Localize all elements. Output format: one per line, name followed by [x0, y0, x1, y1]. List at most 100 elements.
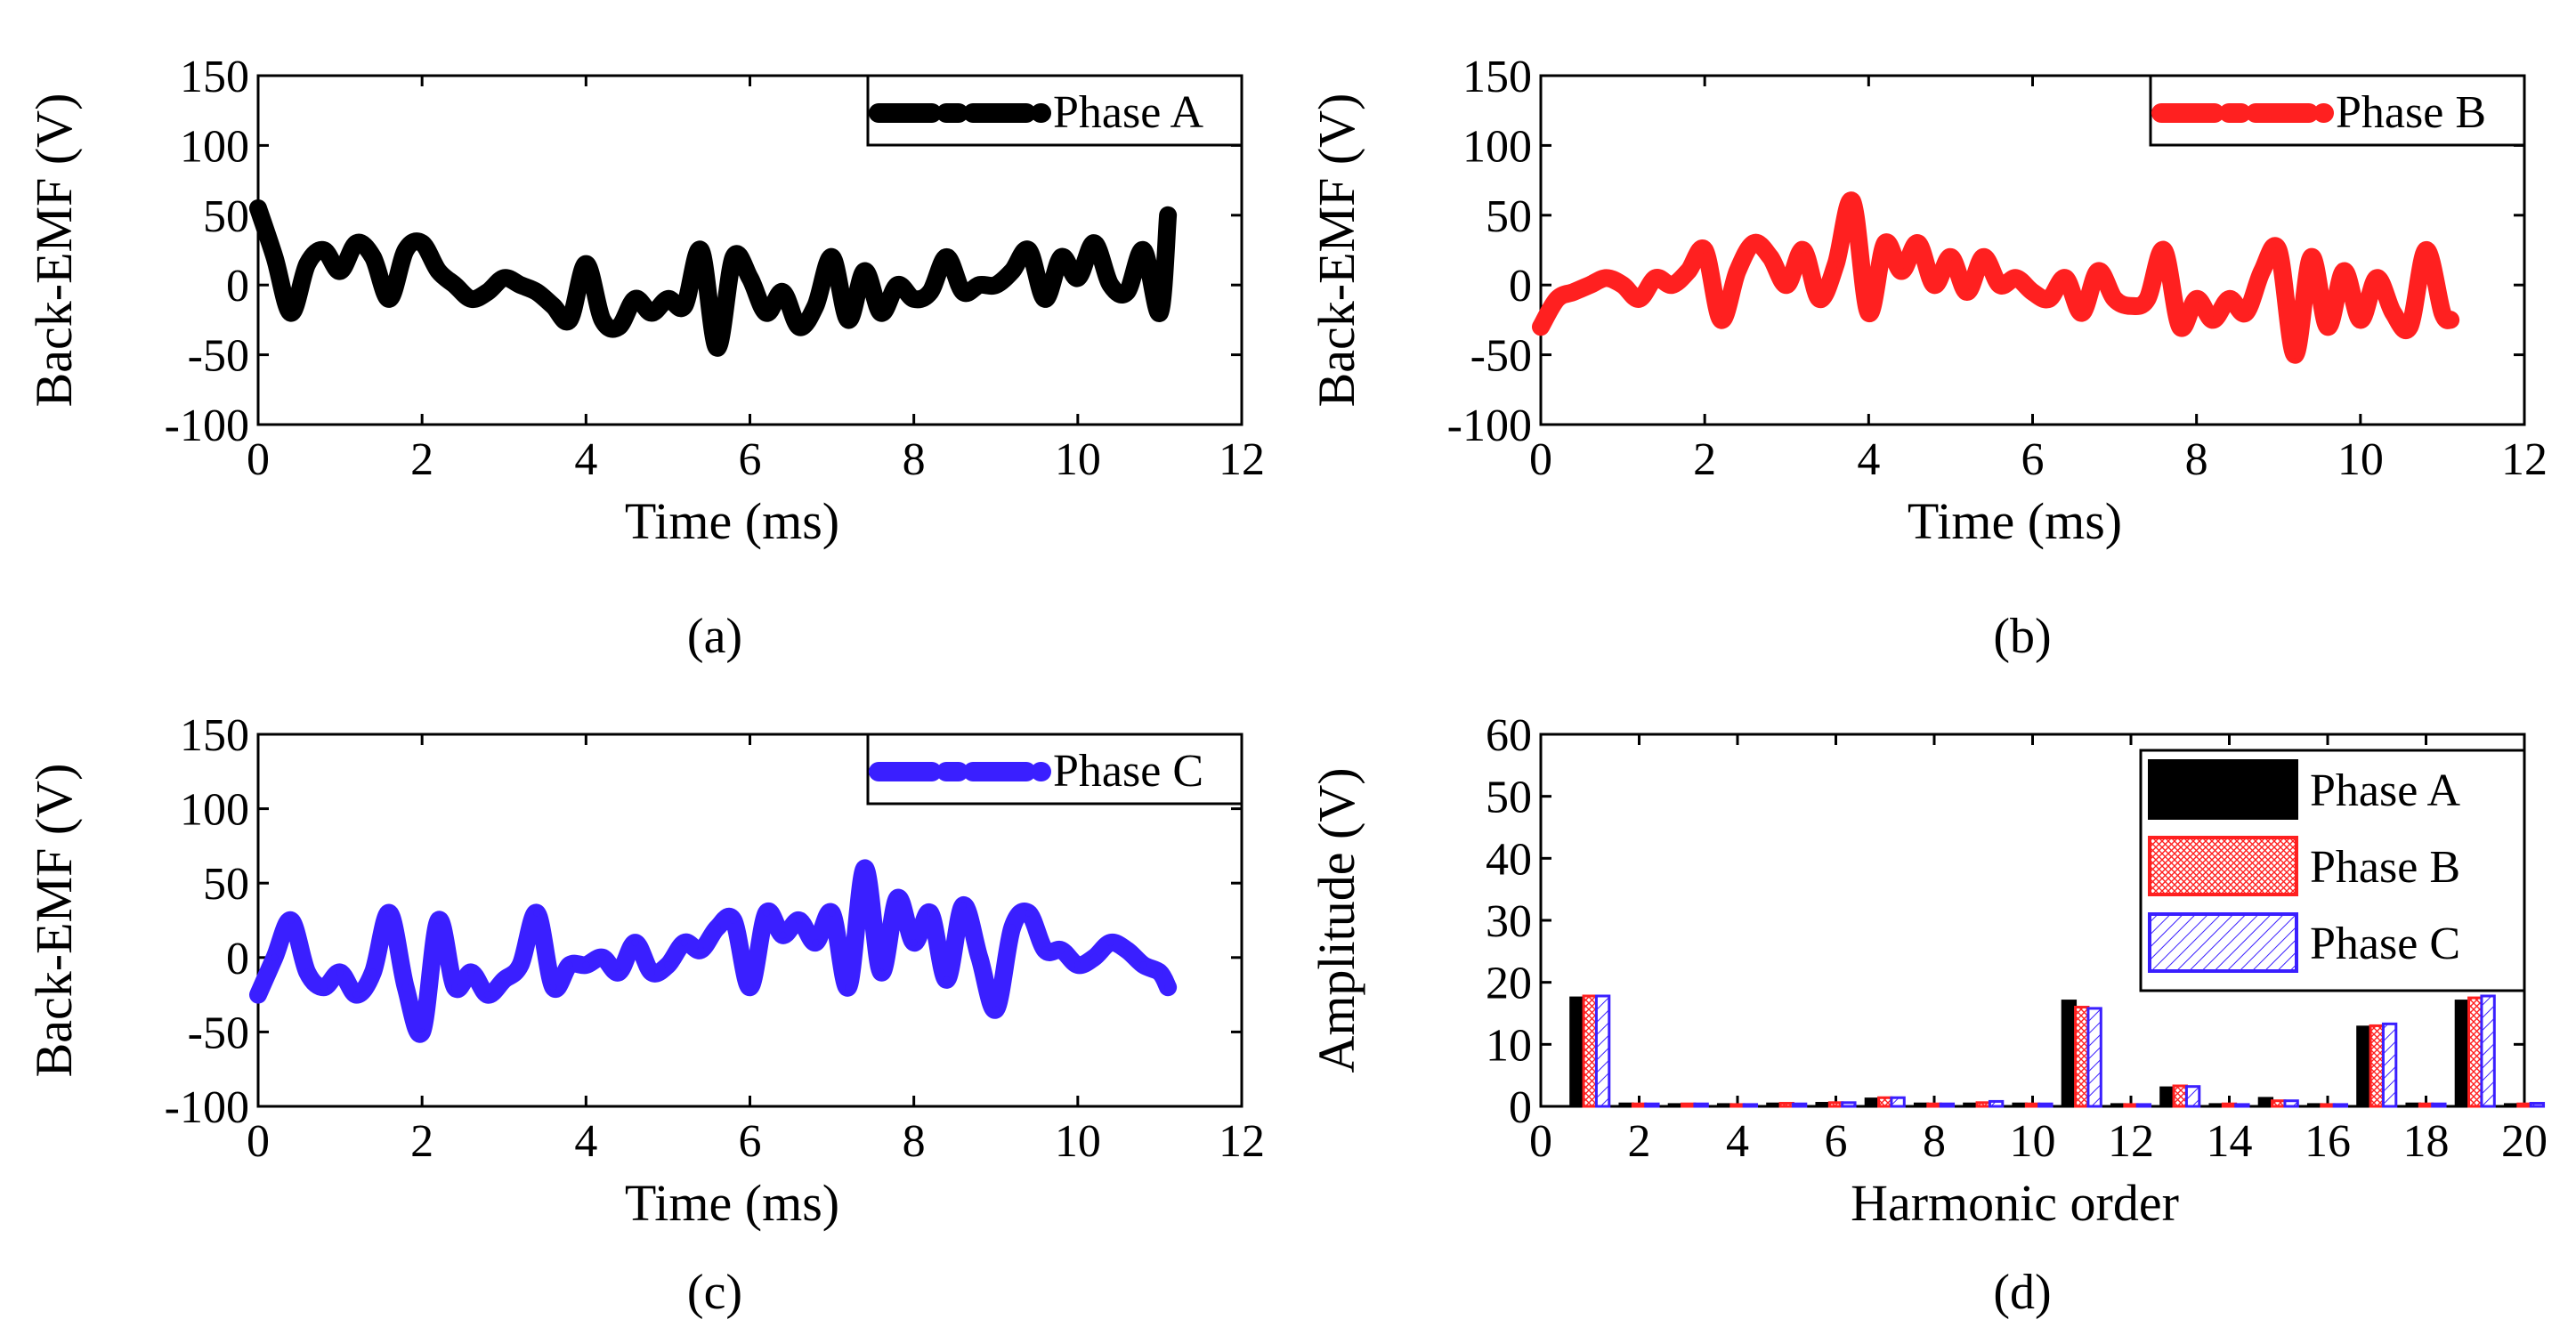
- panel-a-data-point: [959, 288, 967, 296]
- panel-d-legend-label: Phase B: [2310, 842, 2460, 893]
- panel-a-data-point: [680, 302, 688, 310]
- panel-a-data-point: [582, 260, 590, 268]
- panel-d: 0 2 4 6 8 10 12 14 16 18 20 0 10 20 30 40 50 60 Harmonic o…: [1308, 710, 2548, 1320]
- panel-a-data-point: [1164, 211, 1172, 219]
- panel-d-xtick-label: 6: [1825, 1116, 1848, 1167]
- panel-d-legend-label: Phase A: [2310, 765, 2460, 816]
- panel-c-data-point: [1073, 961, 1081, 969]
- panel-c-data-point: [631, 939, 639, 947]
- panel-a-data-point: [1155, 309, 1163, 317]
- panel-a-data-point: [1057, 253, 1065, 261]
- panel-b-data-point: [2340, 267, 2348, 275]
- panel-a-data-point: [828, 253, 836, 261]
- panel-a-ytick-label: 150: [180, 52, 249, 102]
- panel-d-legend-swatch: [2148, 836, 2298, 896]
- panel-a-data-point: [861, 267, 869, 275]
- panel-d-xtick-label: 12: [2108, 1116, 2154, 1167]
- panel-a-data-point: [894, 281, 902, 289]
- panel-a-data-point: [385, 295, 393, 303]
- panel-a-data-point: [1073, 274, 1081, 282]
- panel-a-data-point: [549, 302, 557, 310]
- panel-d-bar-phase-a: [2454, 1000, 2471, 1108]
- panel-a-data-point: [500, 274, 508, 282]
- panel-d-xtick-label: 8: [1923, 1116, 1946, 1167]
- panel-a-xtick-label: 8: [903, 434, 926, 485]
- panel-a-data-point: [664, 295, 672, 303]
- panel-d-bar-phase-a: [1766, 1102, 1782, 1108]
- panel-c-ytick-label: 150: [180, 710, 249, 761]
- panel-d-bar-phase-b: [2320, 1103, 2336, 1108]
- panel-a-data-point: [451, 281, 458, 289]
- panel-b-data-point: [1635, 295, 1643, 303]
- panel-a-legend-box: [866, 74, 1243, 147]
- panel-a-xtick-label: 2: [410, 434, 433, 485]
- panel-d-bar-phase-c: [1939, 1102, 1956, 1108]
- panel-b-data-point: [2013, 274, 2021, 282]
- panel-d-ylabel: Amplitude (V): [1308, 767, 1365, 1073]
- panel-c-legend-label: Phase C: [1053, 746, 1203, 797]
- panel-b-data-point: [1684, 267, 1692, 275]
- panel-d-bar-phase-b: [1827, 1101, 1844, 1108]
- panel-a-data-point: [648, 309, 655, 317]
- panel-d-bar-phase-a: [1667, 1103, 1684, 1108]
- panel-c-xtick-label: 2: [410, 1116, 433, 1167]
- panel-d-bar-phase-b: [2172, 1084, 2188, 1108]
- panel-d-bar-phase-b: [1877, 1096, 1893, 1108]
- panel-d-legend-swatch: [2148, 759, 2298, 820]
- panel-d-bar-phase-c: [2529, 1102, 2546, 1108]
- panel-b-legend-label: Phase B: [2336, 87, 2486, 138]
- panel-a-data-point: [762, 309, 770, 317]
- panel-b-data-point: [2029, 288, 2037, 296]
- panel-d-caption: (d): [1993, 1265, 2051, 1320]
- panel-a-data-point: [877, 309, 885, 317]
- panel-c-data-point: [615, 968, 623, 976]
- panel-d-bar-phase-c: [2184, 1085, 2201, 1108]
- panel-d-bar-phase-a: [2503, 1103, 2520, 1108]
- panel-b-data-point: [2062, 274, 2070, 282]
- panel-a-ytick-label: 100: [180, 121, 249, 172]
- panel-b-data-point: [1914, 239, 1922, 247]
- panel-c-data-point: [1041, 946, 1049, 954]
- panel-d-bar-phase-c: [2234, 1103, 2250, 1108]
- panel-a-data-point: [467, 295, 475, 303]
- panel-b-ytick-label: 100: [1462, 121, 1532, 172]
- panel-d-bar-phase-c: [2135, 1103, 2152, 1108]
- panel-b-ytick-label: -50: [1470, 331, 1532, 382]
- panel-d-bar-phase-c: [1890, 1096, 1906, 1108]
- panel-a-ylabel: Back-EMF (V): [25, 93, 83, 408]
- panel-c-caption: (c): [687, 1265, 742, 1320]
- panel-d-bar-phase-a: [2405, 1102, 2421, 1108]
- panel-b-data-point: [2241, 309, 2249, 317]
- panel-b-data-point: [2110, 295, 2118, 303]
- panel-b-data-point: [2176, 323, 2184, 331]
- panel-d-bar-phase-c: [2381, 1022, 2398, 1108]
- panel-c-data-point: [1009, 924, 1017, 932]
- panel-c-data-point: [500, 976, 508, 984]
- panel-a-data-point: [369, 253, 377, 261]
- panel-c-data-point: [467, 968, 475, 976]
- panel-d-bar-phase-a: [2356, 1025, 2372, 1108]
- panel-d-bar-phase-b: [2123, 1103, 2139, 1108]
- panel-d-bar-phase-c: [2480, 994, 2496, 1108]
- panel-c-data-point: [648, 968, 655, 976]
- panel-a-xtick-label: 0: [247, 434, 270, 485]
- panel-c-data-point: [1155, 968, 1163, 976]
- panel-d-bar-phase-b: [1681, 1102, 1697, 1108]
- panel-b: 0 2 4 6 8 10 12 -100 -50 0 50 100 150 Time (ms) Back-E…: [1308, 52, 2548, 664]
- panel-c-data-point: [1025, 909, 1033, 917]
- panel-c-xtick-label: 8: [903, 1116, 926, 1167]
- panel-b-data-point: [2291, 351, 2299, 359]
- panel-b-ytick-label: 0: [1509, 261, 1532, 312]
- panel-d-bar-phase-c: [2086, 1007, 2102, 1108]
- panel-d-ytick-label: 20: [1486, 959, 1532, 1009]
- panel-b-xtick-label: 0: [1529, 434, 1552, 485]
- panel-a-data-point: [910, 295, 918, 303]
- panel-d-xlabel: Harmonic order: [1851, 1174, 2179, 1232]
- panel-c-data-point: [697, 946, 705, 954]
- panel-a-data-point: [746, 274, 754, 282]
- panel-d-xtick-label: 20: [2501, 1116, 2548, 1167]
- panel-c-data-point: [959, 902, 967, 910]
- panel-a-data-point: [320, 247, 328, 254]
- panel-b-xtick-label: 4: [1857, 434, 1880, 485]
- panel-a-data-point: [565, 316, 573, 324]
